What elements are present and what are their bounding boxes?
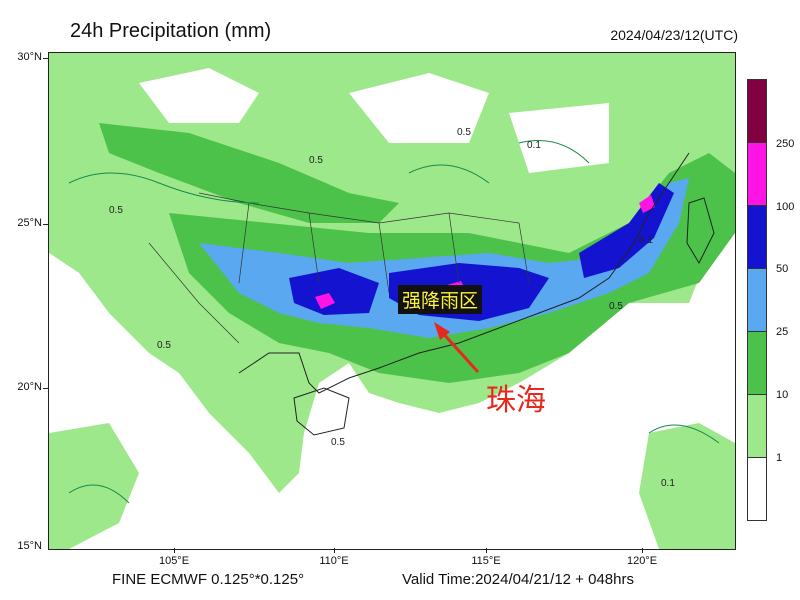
legend-swatch-magenta: [748, 143, 766, 206]
lat-label-30: 30°N: [17, 51, 42, 63]
contour-label: 0.1: [527, 140, 541, 151]
lon-label-110: 110°E: [319, 555, 349, 567]
dry-gap-west: [49, 253, 119, 383]
legend-swatch-green: [748, 332, 766, 395]
lon-tick: [334, 548, 335, 553]
precipitation-map: 0.5 0.1 0.5 0.1 0.5 0.5 0.1 0.5 0.5: [48, 52, 736, 550]
lat-label-20: 20°N: [17, 381, 42, 393]
contour-label: 0.5: [157, 340, 171, 351]
rainstorm-core-west: [289, 268, 379, 315]
contour-label: 0.5: [457, 127, 471, 138]
legend-swatch-light-blue: [748, 269, 766, 332]
contour-label: 0.1: [661, 478, 675, 489]
legend-swatch-white: [748, 458, 766, 520]
lon-tick: [642, 548, 643, 553]
extreme-rain-spot-west: [315, 293, 335, 309]
legend-label-50: 50: [776, 263, 789, 275]
model-resolution-label: FINE ECMWF 0.125°*0.125°: [112, 571, 305, 588]
lat-tick: [43, 224, 48, 225]
legend-label-25: 25: [776, 326, 789, 338]
lon-tick: [174, 548, 175, 553]
taiwan-island: [686, 197, 715, 265]
lat-label-15: 15°N: [17, 540, 42, 552]
map-title: 24h Precipitation (mm): [70, 20, 272, 42]
lat-tick: [43, 388, 48, 389]
lat-tick: [43, 58, 48, 59]
coastline: [238, 152, 690, 394]
heavy-rain-region-label: 强降雨区: [398, 285, 483, 314]
lon-label-120: 120°E: [626, 555, 658, 567]
contour-line: [68, 140, 720, 504]
legend-swatch-maroon: [748, 80, 766, 143]
lon-tick: [486, 548, 487, 553]
contour-label: 0.5: [331, 437, 345, 448]
contour-label: 0.5: [109, 205, 123, 216]
contour-label: 0.5: [609, 301, 623, 312]
light-rain-philippines: [639, 423, 735, 549]
legend-label-10: 10: [776, 389, 789, 401]
contour-label: 0.1: [639, 235, 653, 246]
lat-label-25: 25°N: [17, 217, 42, 229]
hainan-island: [293, 387, 350, 436]
legend-label-1: 1: [776, 452, 783, 464]
contour-label: 0.5: [309, 155, 323, 166]
color-legend: [747, 79, 767, 521]
lon-label-105: 105°E: [158, 555, 190, 567]
zhuhai-label: 珠海: [486, 383, 546, 418]
moderate-rain-band-north: [99, 123, 399, 223]
legend-label-100: 100: [776, 201, 795, 213]
extreme-rain-spot-east: [639, 195, 655, 213]
legend-swatch-light-green: [748, 395, 766, 458]
valid-time-label: Valid Time:2024/04/21/12 + 048hrs: [402, 571, 634, 588]
dry-gap-north: [139, 68, 259, 123]
lon-label-115: 115°E: [471, 555, 501, 567]
forecast-datestamp: 2024/04/23/12(UTC): [610, 27, 738, 43]
dry-gap-east: [509, 103, 609, 173]
light-rain-sea-south: [49, 423, 139, 549]
legend-label-250: 250: [776, 138, 795, 150]
legend-swatch-blue: [748, 206, 766, 269]
province-borders: [148, 192, 530, 344]
dry-gap-north-center: [349, 73, 489, 143]
precipitation-map-svg: 0.5 0.1 0.5 0.1 0.5 0.5 0.1 0.5 0.5: [49, 53, 735, 549]
